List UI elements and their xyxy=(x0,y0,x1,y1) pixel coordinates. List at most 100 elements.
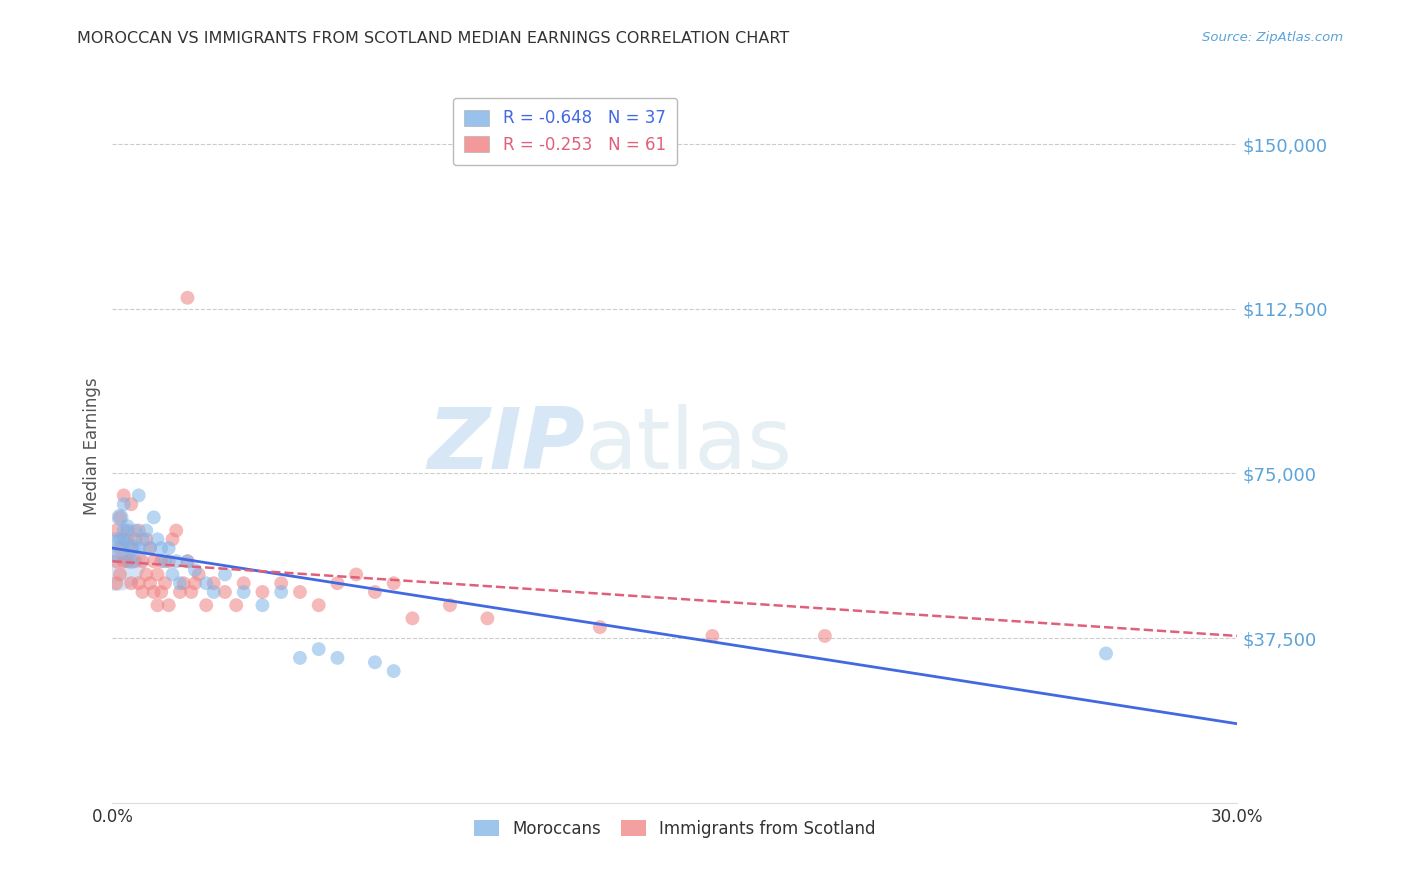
Point xyxy=(117,524,139,538)
Point xyxy=(139,541,162,555)
Point xyxy=(112,524,135,538)
Point xyxy=(124,533,146,547)
Point xyxy=(589,620,612,634)
Point xyxy=(131,533,153,547)
Point xyxy=(270,576,292,591)
Point xyxy=(108,533,131,547)
Point xyxy=(105,576,128,591)
Point xyxy=(128,541,150,555)
Point xyxy=(202,585,225,599)
Point xyxy=(288,585,311,599)
Point xyxy=(162,533,184,547)
Point xyxy=(112,533,135,547)
Point xyxy=(169,576,191,591)
Point xyxy=(131,585,153,599)
Point xyxy=(112,488,135,502)
Point xyxy=(105,524,128,538)
Point xyxy=(232,585,254,599)
Point xyxy=(252,585,274,599)
Point xyxy=(105,554,128,568)
Point xyxy=(364,585,387,599)
Point xyxy=(195,576,218,591)
Point xyxy=(814,629,837,643)
Point xyxy=(176,291,198,305)
Legend: Moroccans, Immigrants from Scotland: Moroccans, Immigrants from Scotland xyxy=(467,814,883,845)
Point xyxy=(131,554,153,568)
Point xyxy=(165,554,187,568)
Point xyxy=(176,554,198,568)
Point xyxy=(146,533,169,547)
Point xyxy=(120,497,142,511)
Point xyxy=(214,567,236,582)
Point xyxy=(135,524,157,538)
Point xyxy=(165,524,187,538)
Point xyxy=(108,567,131,582)
Point xyxy=(150,554,173,568)
Point xyxy=(477,611,499,625)
Point xyxy=(105,541,128,555)
Point xyxy=(146,598,169,612)
Point xyxy=(117,519,139,533)
Point xyxy=(112,554,135,568)
Point xyxy=(173,576,195,591)
Point xyxy=(288,651,311,665)
Point xyxy=(176,554,198,568)
Point xyxy=(232,576,254,591)
Text: atlas: atlas xyxy=(585,404,793,488)
Text: Source: ZipAtlas.com: Source: ZipAtlas.com xyxy=(1202,31,1343,45)
Text: ZIP: ZIP xyxy=(427,404,585,488)
Point xyxy=(180,585,202,599)
Point xyxy=(128,576,150,591)
Point xyxy=(195,598,218,612)
Point xyxy=(702,629,724,643)
Point xyxy=(382,576,405,591)
Point xyxy=(187,567,209,582)
Point xyxy=(120,541,142,555)
Point xyxy=(108,541,131,555)
Point xyxy=(344,567,367,582)
Text: MOROCCAN VS IMMIGRANTS FROM SCOTLAND MEDIAN EARNINGS CORRELATION CHART: MOROCCAN VS IMMIGRANTS FROM SCOTLAND MED… xyxy=(77,31,790,46)
Point xyxy=(439,598,461,612)
Point xyxy=(142,510,165,524)
Point xyxy=(382,664,405,678)
Point xyxy=(1095,647,1118,661)
Point xyxy=(184,563,207,577)
Point xyxy=(401,611,423,625)
Point xyxy=(157,541,180,555)
Point xyxy=(117,533,139,547)
Point xyxy=(308,642,330,657)
Point xyxy=(169,585,191,599)
Point xyxy=(184,576,207,591)
Point xyxy=(326,576,349,591)
Point xyxy=(139,541,162,555)
Point xyxy=(146,567,169,582)
Point xyxy=(105,554,128,568)
Point xyxy=(120,576,142,591)
Point xyxy=(270,585,292,599)
Point xyxy=(120,554,142,568)
Point xyxy=(214,585,236,599)
Point xyxy=(326,651,349,665)
Point xyxy=(128,488,150,502)
Point xyxy=(108,510,131,524)
Point xyxy=(153,554,176,568)
Point xyxy=(202,576,225,591)
Point xyxy=(308,598,330,612)
Point xyxy=(364,655,387,669)
Point xyxy=(124,554,146,568)
Point xyxy=(142,585,165,599)
Point xyxy=(150,585,173,599)
Point xyxy=(225,598,247,612)
Point xyxy=(157,598,180,612)
Point xyxy=(153,576,176,591)
Point xyxy=(142,554,165,568)
Point xyxy=(117,554,139,568)
Point xyxy=(135,533,157,547)
Point xyxy=(108,510,131,524)
Point xyxy=(139,576,162,591)
Point xyxy=(150,541,173,555)
Point xyxy=(124,524,146,538)
Point xyxy=(252,598,274,612)
Point xyxy=(157,554,180,568)
Point xyxy=(128,524,150,538)
